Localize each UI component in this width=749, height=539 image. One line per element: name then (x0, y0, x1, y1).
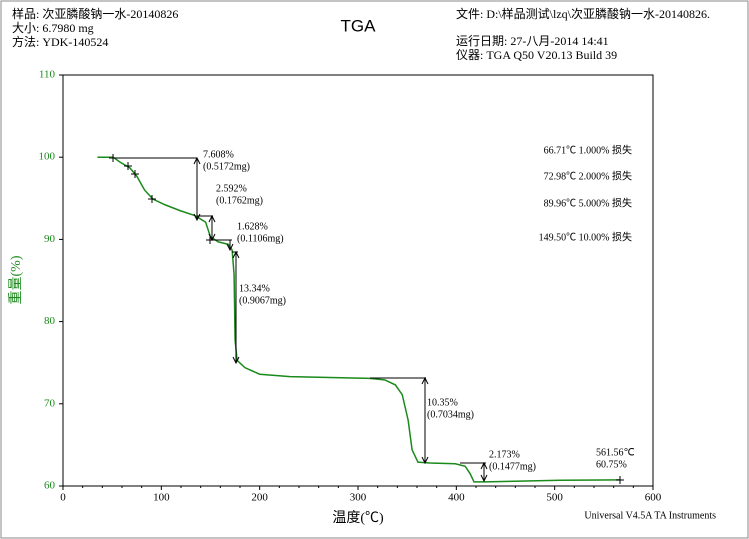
cross-marker (109, 154, 117, 162)
annotation: 7.608% (203, 149, 234, 160)
x-tick-label: 200 (251, 492, 268, 504)
cross-marker (131, 170, 139, 178)
method: 方法: YDK-140524 (12, 34, 108, 49)
run-date: 运行日期: 27-八月-2014 14:41 (456, 34, 609, 48)
annotation: 10.35% (427, 397, 458, 408)
arrow-head (480, 474, 488, 483)
arrow-head (193, 156, 201, 165)
annotation: 2.592% (216, 183, 247, 194)
x-label: 温度(℃) (332, 510, 384, 526)
y-tick-label: 110 (39, 69, 56, 81)
weight-curve (97, 156, 621, 483)
x-tick-label: 100 (153, 492, 170, 504)
y-label: 重量(%) (8, 255, 24, 304)
x-tick-label: 500 (546, 492, 563, 504)
cross-marker (616, 476, 624, 484)
arrow-head (226, 243, 234, 252)
size: 大小: 6.7980 mg (12, 21, 94, 35)
x-tick-label: 600 (645, 492, 662, 504)
x-tick-label: 300 (350, 492, 367, 504)
annotation: (0.7034mg) (427, 409, 474, 420)
arrow-head (421, 376, 429, 385)
annotation: 561.56℃ (596, 447, 635, 458)
x-tick-label: 400 (448, 492, 465, 504)
file: 文件: D:\样品测试\lzq\次亚膦酸钠一水-20140826. (456, 6, 710, 21)
cross-marker (124, 162, 132, 170)
y-tick-label: 60 (44, 480, 56, 492)
plot-area (62, 74, 654, 487)
annotation: (0.1762mg) (216, 195, 263, 206)
annotation: (0.1106mg) (237, 233, 284, 244)
annotation: 13.34% (239, 283, 270, 294)
annotation: 2.173% (489, 449, 520, 460)
loss-label: 72.98℃ 2.000% 损失 (544, 169, 632, 182)
y-tick-label: 100 (39, 151, 56, 163)
annotation: (0.9067mg) (239, 295, 286, 306)
loss-label: 149.50℃ 10.00% 损失 (539, 230, 632, 243)
arrow-head (480, 461, 488, 470)
annotation: 1.628% (237, 221, 268, 232)
loss-label: 89.96℃ 5.000% 损失 (544, 196, 632, 209)
arrow-head (232, 250, 240, 259)
loss-label: 66.71℃ 1.000% 损失 (544, 143, 632, 156)
cross-marker (148, 195, 156, 203)
instrument: 仪器: TGA Q50 V20.13 Build 39 (456, 48, 617, 62)
chart-title: TGA (341, 16, 377, 35)
arrow-head (232, 356, 240, 365)
annotation: 60.75% (596, 459, 627, 470)
arrow-head (421, 456, 429, 465)
arrow-head (208, 214, 216, 223)
footer: Universal V4.5A TA Instruments (584, 510, 716, 521)
x-tick-label: 0 (60, 492, 66, 504)
y-tick-label: 80 (44, 315, 56, 327)
annotation: (0.5172mg) (203, 161, 250, 172)
sample: 样品: 次亚膦酸钠一水-20140826 (12, 6, 178, 21)
cross-marker (206, 236, 214, 244)
annotation: (0.1477mg) (489, 461, 536, 472)
y-tick-label: 90 (44, 233, 56, 245)
arrow-head (193, 213, 201, 222)
y-tick-label: 70 (44, 397, 56, 409)
